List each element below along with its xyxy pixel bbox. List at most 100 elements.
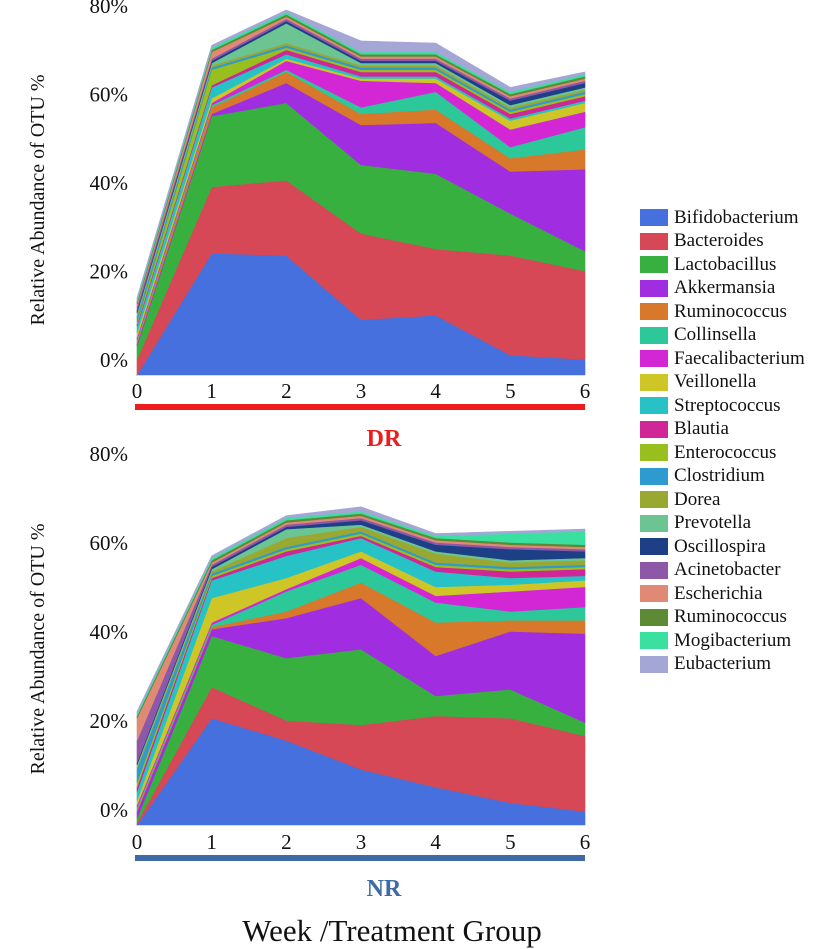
legend-label: Ruminococcus — [674, 300, 787, 322]
legend-label: Acinetobacter — [674, 559, 781, 581]
nr-x-tick-label: 1 — [206, 830, 217, 854]
dr-x-tick-label: 6 — [580, 379, 591, 403]
nr-group-label: NR — [367, 876, 402, 902]
legend-label: Ruminococcus — [674, 606, 787, 628]
dr-panel: 0% 20% 40% 60% 80% 0 1 2 3 4 5 6 Relative Abundanc… — [27, 0, 590, 452]
legend-item: Enterococcus — [640, 441, 838, 465]
legend-swatch — [640, 561, 668, 579]
legend-item: Bifidobacterium — [640, 206, 838, 230]
legend-item: Streptococcus — [640, 394, 838, 418]
legend-item: Ruminococcus — [640, 300, 838, 324]
nr-y-tick-label: 80% — [90, 442, 129, 466]
legend-swatch — [640, 467, 668, 485]
legend-item: Ruminococcus — [640, 606, 838, 630]
legend-label: Faecalibacterium — [674, 347, 805, 369]
legend-label: Collinsella — [674, 324, 757, 346]
dr-x-tick-label: 0 — [132, 379, 143, 403]
legend-label: Enterococcus — [674, 441, 777, 463]
legend-item: Acinetobacter — [640, 559, 838, 583]
nr-group-bar — [135, 855, 585, 861]
dr-y-ticks: 0% 20% 40% 60% 80% — [90, 0, 129, 372]
nr-x-tick-label: 4 — [430, 830, 441, 854]
legend-item: Mogibacterium — [640, 629, 838, 653]
legend-label: Blautia — [674, 418, 729, 440]
nr-x-tick-label: 6 — [580, 830, 591, 854]
dr-x-tick-label: 1 — [206, 379, 217, 403]
dr-x-tick-label: 3 — [356, 379, 367, 403]
dr-x-tick-label: 2 — [281, 379, 292, 403]
legend-swatch — [640, 514, 668, 532]
legend-item: Eubacterium — [640, 653, 838, 677]
nr-area-eubacterium-19 — [136, 506, 586, 714]
legend-item: Clostridium — [640, 465, 838, 489]
legend-swatch — [640, 279, 668, 297]
legend-item: Faecalibacterium — [640, 347, 838, 371]
legend-label: Eubacterium — [674, 653, 772, 675]
legend-item: Bacteroides — [640, 230, 838, 254]
nr-y-tick-label: 40% — [90, 620, 129, 644]
dr-y-tick-label: 0% — [100, 348, 128, 372]
legend-label: Dorea — [674, 488, 721, 510]
dr-area-eubacterium-19 — [136, 9, 586, 300]
x-axis-title: Week /Treatment Group — [242, 913, 541, 948]
legend-swatch — [640, 209, 668, 227]
nr-x-tick-label: 5 — [505, 830, 516, 854]
legend-swatch — [640, 373, 668, 391]
legend-item: Veillonella — [640, 371, 838, 395]
legend-label: Prevotella — [674, 512, 752, 534]
dr-y-tick-label: 80% — [90, 0, 129, 18]
legend-item: Blautia — [640, 418, 838, 442]
nr-y-tick-label: 20% — [90, 709, 129, 733]
legend-swatch — [640, 420, 668, 438]
legend-swatch — [640, 491, 668, 509]
legend-item: Lactobacillus — [640, 253, 838, 277]
dr-y-axis-label: Relative Abundance of OTU % — [27, 74, 49, 325]
dr-y-tick-label: 60% — [90, 83, 129, 107]
legend-item: Akkermansia — [640, 277, 838, 301]
nr-stacked-areas — [136, 506, 586, 826]
legend-label: Clostridium — [674, 465, 765, 487]
dr-x-tick-label: 4 — [430, 379, 441, 403]
nr-x-ticks: 0 1 2 3 4 5 6 — [132, 830, 591, 854]
dr-stacked-areas — [136, 9, 586, 377]
legend-swatch — [640, 538, 668, 556]
dr-x-tick-label: 5 — [505, 379, 516, 403]
legend-item: Prevotella — [640, 512, 838, 536]
legend-label: Bacteroides — [674, 230, 764, 252]
dr-y-tick-label: 20% — [90, 260, 129, 284]
legend-swatch — [640, 256, 668, 274]
nr-x-tick-label: 2 — [281, 830, 292, 854]
nr-panel: 0% 20% 40% 60% 80% 0 1 2 3 4 5 6 Relative Abundanc… — [27, 442, 590, 902]
dr-group-bar — [135, 404, 585, 410]
legend-label: Escherichia — [674, 582, 763, 604]
dr-x-ticks: 0 1 2 3 4 5 6 — [132, 379, 591, 403]
legend-label: Oscillospira — [674, 535, 766, 557]
nr-y-tick-label: 60% — [90, 531, 129, 555]
legend-swatch — [640, 350, 668, 368]
legend-label: Veillonella — [674, 371, 757, 393]
nr-y-axis-label: Relative Abundance of OTU % — [27, 523, 49, 774]
nr-y-ticks: 0% 20% 40% 60% 80% — [90, 442, 129, 822]
legend-label: Mogibacterium — [674, 629, 792, 651]
legend-swatch — [640, 585, 668, 603]
legend-item: Escherichia — [640, 582, 838, 606]
legend-label: Akkermansia — [674, 277, 776, 299]
legend: Bifidobacterium Bacteroides Lactobacillus A… — [640, 206, 838, 676]
legend-swatch — [640, 608, 668, 626]
dr-y-tick-label: 40% — [90, 171, 129, 195]
legend-swatch — [640, 655, 668, 673]
legend-label: Lactobacillus — [674, 253, 777, 275]
legend-swatch — [640, 397, 668, 415]
legend-swatch — [640, 232, 668, 250]
legend-label: Streptococcus — [674, 394, 781, 416]
legend-label: Bifidobacterium — [674, 206, 799, 228]
nr-x-tick-label: 3 — [356, 830, 367, 854]
legend-swatch — [640, 326, 668, 344]
legend-item: Oscillospira — [640, 535, 838, 559]
legend-item: Collinsella — [640, 324, 838, 348]
nr-y-tick-label: 0% — [100, 798, 128, 822]
legend-swatch — [640, 632, 668, 650]
nr-x-tick-label: 0 — [132, 830, 143, 854]
legend-swatch — [640, 444, 668, 462]
